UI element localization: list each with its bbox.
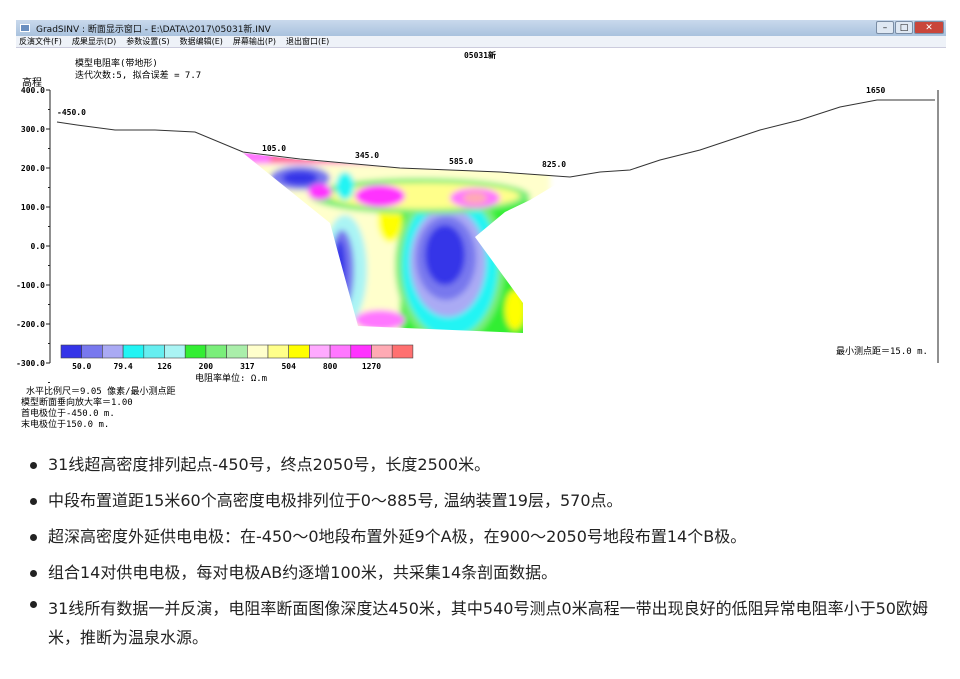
menu-results-display[interactable]: 成果显示(D) <box>71 37 117 46</box>
y-tick-label: -300.0 <box>16 359 45 368</box>
legend-label: 50.0 <box>72 362 91 371</box>
legend-swatch <box>143 344 165 359</box>
legend-swatch <box>391 344 414 359</box>
legend-label: 1270 <box>362 362 381 371</box>
legend-label: 126 <box>157 362 172 371</box>
legend-swatch <box>122 344 145 359</box>
legend-swatch <box>247 344 269 359</box>
resistivity-section-plot: 05031新 模型电阻率(带地形) 迭代次数:5, 拟合误差 = 7.7 高程 … <box>16 50 939 430</box>
legend-swatch <box>102 344 124 359</box>
station-label: -450.0 <box>57 108 86 117</box>
y-tick-label: 100.0 <box>21 203 45 212</box>
legend-swatch <box>329 344 352 359</box>
station-label: 585.0 <box>449 157 473 166</box>
bullet-item: 中段布置道距15米60个高密度电极排列位于0～885号, 温纳装置19层，570… <box>28 491 938 511</box>
legend-swatch <box>350 344 372 359</box>
resistivity-model <box>243 153 570 333</box>
menu-data-edit[interactable]: 数据编辑(E) <box>179 37 223 46</box>
legend-swatch <box>81 344 103 359</box>
section-title: 05031新 <box>464 50 496 60</box>
legend-swatch <box>267 344 290 359</box>
menu-inversion-file[interactable]: 反演文件(F) <box>19 37 62 46</box>
y-tick-label: 400.0 <box>21 86 45 95</box>
iteration-info: 迭代次数:5, 拟合误差 = 7.7 <box>75 69 201 81</box>
y-tick-label: 0.0 <box>31 242 46 251</box>
info-line: 末电极位于150.0 m. <box>21 418 109 430</box>
y-axis: 400.0 300.0 200.0 100.0 0.0 -100.0 -200.0 -300.… <box>16 86 51 383</box>
maximize-button[interactable]: □ <box>895 21 913 34</box>
info-line: 水平比例尺＝9.05 像素/最小测点距 <box>26 385 176 397</box>
bullet-item: 31线超高密度排列起点-450号，终点2050号，长度2500米。 <box>28 455 938 475</box>
station-label: 1650 <box>866 86 885 95</box>
minimize-button[interactable]: – <box>876 21 894 34</box>
legend-swatch <box>164 344 186 359</box>
model-title: 模型电阻率(带地形) <box>75 57 158 69</box>
info-line: 首电极位于-450.0 m. <box>21 407 115 419</box>
legend-swatch <box>288 344 310 359</box>
station-label: 345.0 <box>355 151 379 160</box>
menu-screen-output[interactable]: 屏幕输出(P) <box>232 37 276 46</box>
bullet-list: 31线超高密度排列起点-450号，终点2050号，长度2500米。 中段布置道距… <box>28 455 938 668</box>
color-legend: 50.0 79.4 126 200 317 504 800 1270 <box>60 344 414 371</box>
legend-swatch <box>371 344 393 359</box>
legend-unit: 电阻率单位: Ω.m <box>195 372 267 384</box>
menu-parameters[interactable]: 参数设置(S) <box>126 37 170 46</box>
legend-label: 317 <box>240 362 255 371</box>
y-axis-label: 高程 <box>22 76 42 89</box>
legend-swatch <box>309 344 331 359</box>
legend-label: 800 <box>323 362 338 371</box>
legend-label: 79.4 <box>113 362 132 371</box>
legend-swatch <box>226 344 248 359</box>
info-line: 模型断面垂向放大率＝1.00 <box>21 396 133 408</box>
y-tick-label: 200.0 <box>21 164 45 173</box>
legend-swatch <box>60 344 83 359</box>
y-tick-label: -200.0 <box>16 320 45 329</box>
station-label: 825.0 <box>542 160 566 169</box>
legend-label: 200 <box>199 362 214 371</box>
legend-label: 504 <box>281 362 296 371</box>
y-tick-label: -100.0 <box>16 281 45 290</box>
station-label: 105.0 <box>262 144 286 153</box>
bullet-item: 31线所有数据一并反演，电阻率断面图像深度达450米，其中540号测点0米高程一… <box>28 594 938 652</box>
legend-swatch <box>184 344 207 359</box>
gradsinv-window: GradSINV : 断面显示窗口 - E:\DATA\2017\05031新.… <box>16 20 946 440</box>
legend-swatch <box>205 344 227 359</box>
bullet-item: 组合14对供电电极，每对电极AB约逐增100米，共采集14条剖面数据。 <box>28 563 938 583</box>
menu-bar: 反演文件(F) 成果显示(D) 参数设置(S) 数据编辑(E) 屏幕输出(P) … <box>16 36 946 48</box>
menu-exit-window[interactable]: 退出窗口(E) <box>285 37 330 46</box>
window-title: GradSINV : 断面显示窗口 - E:\DATA\2017\05031新.… <box>36 24 271 35</box>
bullet-item: 超深高密度外延供电电极：在-450～0地段布置外延9个A极，在900～2050号… <box>28 527 938 547</box>
title-bar: GradSINV : 断面显示窗口 - E:\DATA\2017\05031新.… <box>16 20 946 36</box>
close-button[interactable]: ✕ <box>914 21 944 34</box>
min-spacing-label: 最小测点距＝15.0 m. <box>836 346 928 357</box>
app-icon <box>20 24 30 32</box>
y-tick-label: 300.0 <box>21 125 45 134</box>
topography-line <box>56 99 935 178</box>
